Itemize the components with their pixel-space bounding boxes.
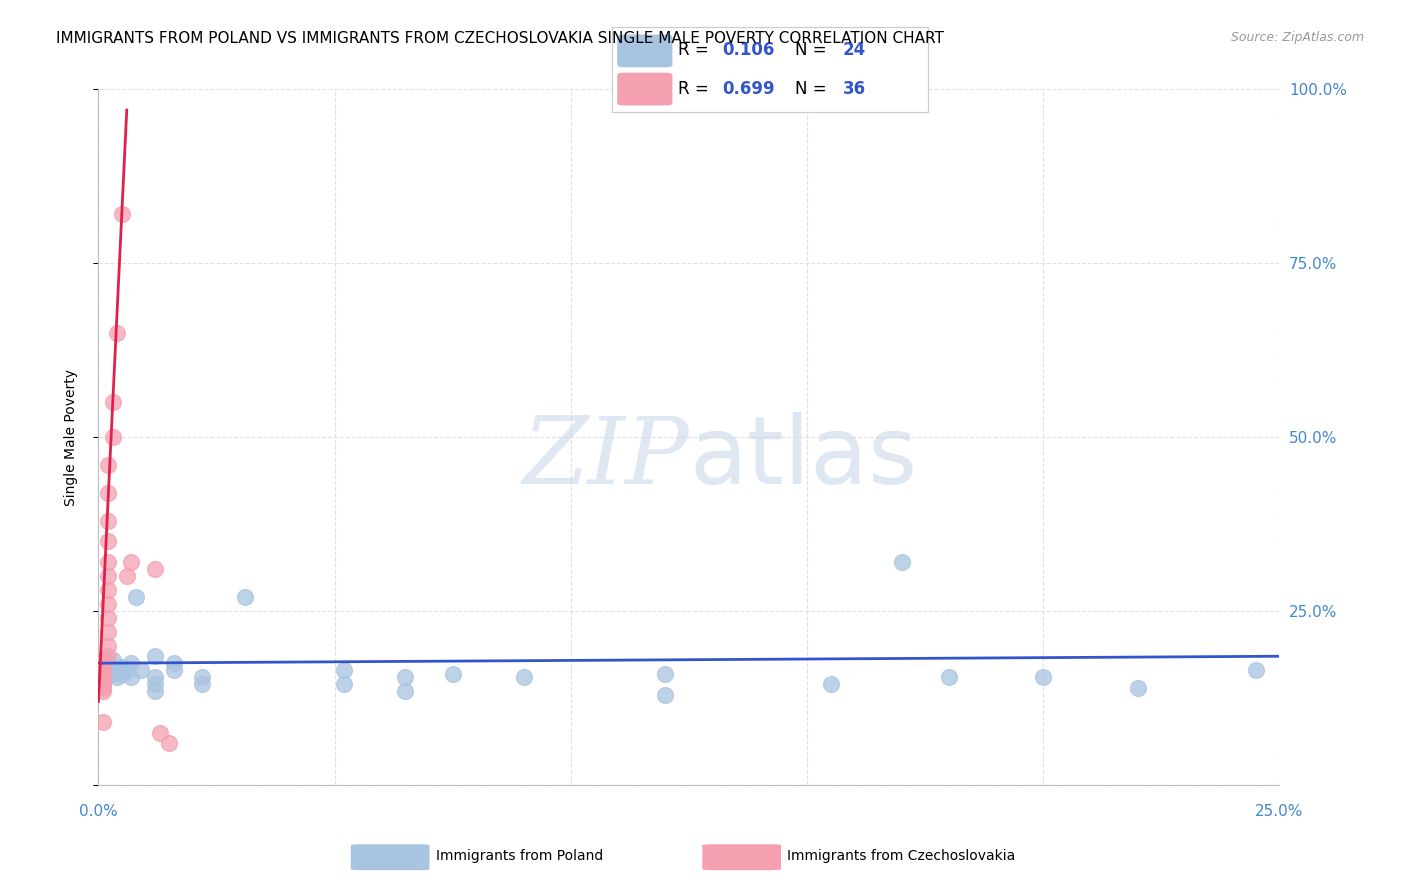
Point [97, 555, 120, 569]
Point [125, 590, 148, 604]
Text: atlas: atlas [689, 412, 917, 504]
Point [394, 670, 416, 684]
Text: ZIP: ZIP [522, 413, 689, 503]
Point [101, 666, 124, 681]
Point [512, 670, 534, 684]
Point [163, 657, 186, 671]
Point [97, 624, 120, 639]
Point [97, 663, 120, 677]
Point [101, 430, 124, 444]
Text: 0.0%: 0.0% [79, 805, 118, 819]
Point [97, 611, 120, 625]
Point [121, 670, 143, 684]
Point [1244, 663, 1267, 677]
Point [91, 663, 114, 677]
Point [1032, 670, 1054, 684]
Point [91, 653, 114, 667]
Point [333, 663, 356, 677]
Point [97, 639, 120, 653]
Text: Immigrants from Poland: Immigrants from Poland [436, 849, 603, 863]
Point [105, 670, 128, 684]
Point [91, 659, 114, 673]
Point [111, 666, 134, 681]
Point [91, 684, 114, 698]
Y-axis label: Single Male Poverty: Single Male Poverty [63, 368, 77, 506]
Point [97, 583, 120, 598]
FancyBboxPatch shape [703, 845, 780, 870]
Text: Source: ZipAtlas.com: Source: ZipAtlas.com [1230, 31, 1364, 45]
Point [121, 657, 143, 671]
Point [654, 666, 676, 681]
Point [91, 677, 114, 691]
Point [111, 207, 134, 221]
Point [97, 569, 120, 583]
Point [91, 653, 114, 667]
Text: N =: N = [796, 79, 832, 97]
Text: IMMIGRANTS FROM POLAND VS IMMIGRANTS FROM CZECHOSLOVAKIA SINGLE MALE POVERTY COR: IMMIGRANTS FROM POLAND VS IMMIGRANTS FRO… [56, 31, 943, 46]
Point [129, 663, 152, 677]
Point [191, 677, 214, 691]
FancyBboxPatch shape [352, 845, 429, 870]
Text: 0.106: 0.106 [723, 42, 775, 60]
Point [191, 670, 214, 684]
Point [115, 569, 138, 583]
Text: 24: 24 [842, 42, 866, 60]
Point [143, 677, 166, 691]
Point [441, 666, 464, 681]
Point [143, 562, 166, 576]
Point [91, 670, 114, 684]
Text: 25.0%: 25.0% [1256, 805, 1303, 819]
Point [820, 677, 842, 691]
Point [654, 688, 676, 702]
Text: 36: 36 [842, 79, 866, 97]
FancyBboxPatch shape [619, 36, 672, 67]
Point [91, 670, 114, 684]
Point [143, 670, 166, 684]
Point [97, 485, 120, 500]
Text: N =: N = [796, 42, 832, 60]
Point [91, 666, 114, 681]
Point [91, 673, 114, 688]
Point [938, 670, 960, 684]
Point [143, 649, 166, 664]
Text: 0.699: 0.699 [723, 79, 775, 97]
Point [91, 657, 114, 671]
Point [91, 681, 114, 695]
Point [394, 684, 416, 698]
Point [333, 677, 356, 691]
Point [157, 736, 180, 750]
Text: R =: R = [678, 42, 714, 60]
Text: Immigrants from Czechoslovakia: Immigrants from Czechoslovakia [787, 849, 1015, 863]
Point [97, 657, 120, 671]
Point [143, 684, 166, 698]
Point [121, 555, 143, 569]
Point [97, 458, 120, 472]
Point [101, 395, 124, 409]
Point [163, 663, 186, 677]
Text: R =: R = [678, 79, 714, 97]
Point [97, 649, 120, 664]
Point [1126, 681, 1149, 695]
Point [115, 663, 138, 677]
Point [91, 715, 114, 730]
Point [111, 659, 134, 673]
FancyBboxPatch shape [619, 73, 672, 104]
Point [97, 597, 120, 611]
Point [91, 666, 114, 681]
Point [105, 663, 128, 677]
Point [97, 514, 120, 528]
Point [97, 534, 120, 549]
Point [149, 726, 172, 740]
Point [105, 326, 128, 340]
Point [890, 555, 912, 569]
Point [233, 590, 256, 604]
Point [101, 653, 124, 667]
